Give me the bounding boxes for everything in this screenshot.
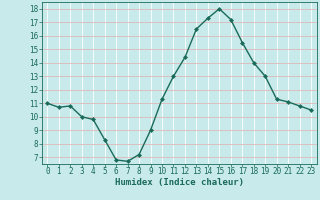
X-axis label: Humidex (Indice chaleur): Humidex (Indice chaleur) xyxy=(115,178,244,187)
